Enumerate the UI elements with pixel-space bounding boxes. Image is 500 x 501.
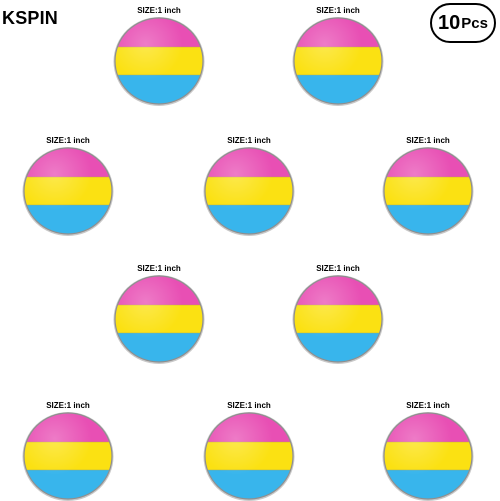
pansexual-flag-pin-icon xyxy=(203,147,295,236)
pin-badge: SIZE:1 inch xyxy=(290,264,386,364)
pansexual-flag-pin-icon xyxy=(382,147,474,236)
quantity-unit: Pcs xyxy=(461,14,488,32)
pin-size-label: SIZE:1 inch xyxy=(227,401,271,410)
pin-size-label: SIZE:1 inch xyxy=(137,264,181,273)
pin-size-label: SIZE:1 inch xyxy=(46,401,90,410)
quantity-number: 10 xyxy=(438,11,461,34)
pin-size-label: SIZE:1 inch xyxy=(316,264,360,273)
pin-badge: SIZE:1 inch xyxy=(290,6,386,106)
pin-badge: SIZE:1 inch xyxy=(20,136,116,236)
pin-badge: SIZE:1 inch xyxy=(380,401,476,501)
pansexual-flag-pin-icon xyxy=(22,412,114,501)
quantity-badge: 10 Pcs xyxy=(430,3,496,43)
pin-size-label: SIZE:1 inch xyxy=(227,136,271,145)
pansexual-flag-pin-icon xyxy=(22,147,114,236)
pin-badge: SIZE:1 inch xyxy=(20,401,116,501)
pansexual-flag-pin-icon xyxy=(113,275,205,364)
pansexual-flag-pin-icon xyxy=(382,412,474,501)
pin-badge: SIZE:1 inch xyxy=(201,401,297,501)
pin-badge: SIZE:1 inch xyxy=(111,264,207,364)
pansexual-flag-pin-icon xyxy=(203,412,295,501)
pin-badge: SIZE:1 inch xyxy=(201,136,297,236)
pin-badge: SIZE:1 inch xyxy=(380,136,476,236)
pin-badge: SIZE:1 inch xyxy=(111,6,207,106)
pansexual-flag-pin-icon xyxy=(292,275,384,364)
pin-size-label: SIZE:1 inch xyxy=(316,6,360,15)
pin-size-label: SIZE:1 inch xyxy=(406,401,450,410)
pin-size-label: SIZE:1 inch xyxy=(137,6,181,15)
pin-size-label: SIZE:1 inch xyxy=(406,136,450,145)
pin-size-label: SIZE:1 inch xyxy=(46,136,90,145)
pansexual-flag-pin-icon xyxy=(113,17,205,106)
brand-logo: KSPIN xyxy=(2,8,59,28)
pansexual-flag-pin-icon xyxy=(292,17,384,106)
